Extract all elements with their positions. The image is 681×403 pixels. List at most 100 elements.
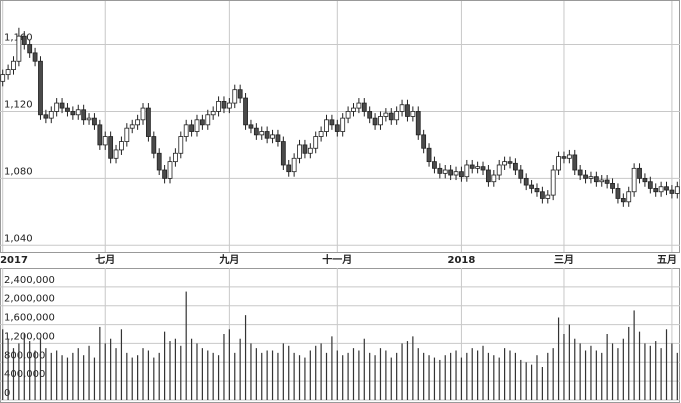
candle-body <box>615 188 621 199</box>
volume-bar <box>45 348 47 400</box>
x-tick-label: 三月 <box>554 254 574 266</box>
volume-bar <box>7 338 9 400</box>
volume-bar <box>158 352 160 400</box>
candle-body <box>199 119 205 126</box>
volume-bar <box>196 343 198 400</box>
volume-panel <box>0 268 680 403</box>
candle-body <box>75 109 81 116</box>
candle-body <box>620 198 626 203</box>
volume-bar <box>228 329 230 400</box>
candle-body <box>583 174 588 179</box>
volume-bar <box>293 352 295 400</box>
candle-body <box>367 111 373 119</box>
volume-bar <box>309 350 311 400</box>
y-tick-label: 0 <box>4 388 10 399</box>
volume-bar <box>471 348 473 400</box>
volume-bar <box>39 338 42 400</box>
y-tick-label: 1,200,000 <box>4 331 55 342</box>
volume-bar <box>509 350 511 400</box>
candle-body <box>669 189 675 194</box>
volume-bar <box>104 343 106 400</box>
candle-body <box>151 136 157 154</box>
candle-body <box>226 102 232 109</box>
candle-body <box>129 124 135 129</box>
candle-body <box>399 104 405 112</box>
volume-bar <box>428 355 430 400</box>
candle-body <box>65 107 70 112</box>
candle-body <box>11 60 16 71</box>
candle-body <box>647 181 653 189</box>
volume-bar <box>304 357 306 400</box>
volume-bar <box>379 348 382 400</box>
y-tick-label: 1,080 <box>4 166 33 177</box>
volume-bar <box>164 331 166 400</box>
volume-bar <box>530 364 533 400</box>
volume-bar <box>244 315 247 400</box>
volume-bar <box>396 352 398 400</box>
volume-bar <box>460 357 463 400</box>
volume-bar <box>466 352 468 400</box>
x-tick-label: 九月 <box>218 253 239 266</box>
candle-body <box>286 164 292 173</box>
candle-body <box>194 119 200 132</box>
candle-body <box>415 111 421 136</box>
volume-bar <box>644 343 646 400</box>
volume-bar <box>401 343 403 400</box>
volume-bar <box>444 355 446 400</box>
volume-bar <box>423 352 425 400</box>
volume-bar <box>169 341 171 400</box>
candle-body <box>59 102 65 109</box>
x-tick-label: 五月 <box>657 254 677 266</box>
candle-body <box>448 169 454 176</box>
candle-body <box>469 164 475 169</box>
volume-bar <box>595 350 597 400</box>
candle-body <box>324 119 329 132</box>
candle-body <box>475 166 481 169</box>
candle-body <box>340 117 346 132</box>
x-tick-label: 2018 <box>448 255 476 266</box>
candle-body <box>653 188 659 193</box>
volume-bar <box>514 352 516 400</box>
volume-bar <box>579 343 581 400</box>
y-tick-label: 2,400,000 <box>4 275 55 286</box>
volume-bar <box>250 343 252 400</box>
candle-body <box>480 166 486 171</box>
volume-bar <box>126 352 128 400</box>
volume-bar <box>77 348 79 400</box>
volume-bar <box>552 348 554 400</box>
volume-bar <box>277 352 279 400</box>
volume-bar <box>331 336 333 400</box>
volume-bar <box>617 348 619 400</box>
volume-bar <box>628 326 630 400</box>
volume-bar <box>266 350 268 400</box>
candle-body <box>523 177 529 186</box>
volume-bar <box>606 334 608 400</box>
volume-bar <box>29 341 31 400</box>
candle-body <box>486 169 491 183</box>
candle-body <box>642 177 648 183</box>
volume-bar <box>369 352 371 400</box>
candle-body <box>388 112 394 121</box>
candle-body <box>372 117 378 126</box>
volume-bar <box>93 357 96 400</box>
volume-bar <box>347 352 349 400</box>
candle-body <box>243 97 248 126</box>
volume-bar <box>201 348 203 400</box>
candle-body <box>21 35 27 45</box>
x-tick-label: 七月 <box>95 253 115 266</box>
x-tick-label: 十一月 <box>322 253 352 266</box>
volume-bar <box>50 352 52 400</box>
volume-bar <box>450 352 452 400</box>
candle-body <box>464 164 470 178</box>
volume-bar <box>207 350 209 400</box>
volume-bar <box>622 338 624 400</box>
volume-bar <box>363 338 365 400</box>
volume-bar <box>66 357 69 400</box>
candle-body <box>156 152 162 171</box>
volume-bar <box>412 336 414 400</box>
candle-body <box>674 186 680 194</box>
candle-body <box>664 186 669 191</box>
candle-body <box>113 149 119 159</box>
candle-body <box>512 162 518 171</box>
candle-body <box>32 52 38 62</box>
